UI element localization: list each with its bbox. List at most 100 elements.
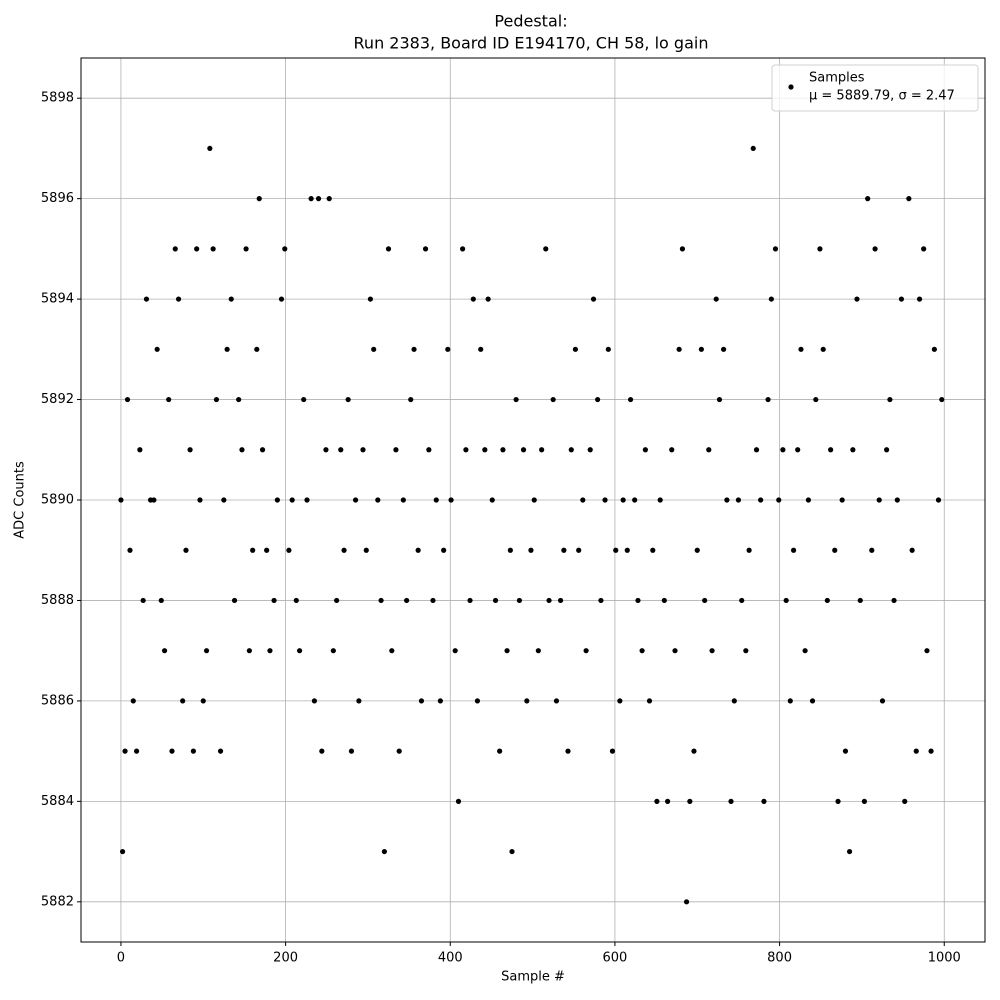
y-tick-label: 5890 [41, 493, 74, 508]
data-point [672, 648, 678, 654]
data-point [396, 748, 402, 754]
data-point [565, 748, 571, 754]
data-point [455, 798, 462, 804]
data-point [133, 748, 140, 754]
data-point [632, 497, 638, 503]
data-point [720, 346, 727, 352]
x-tick-label: 0 [117, 951, 125, 966]
data-point [698, 346, 704, 352]
data-point [583, 648, 589, 654]
data-point [854, 296, 860, 302]
data-point [239, 447, 245, 453]
data-point [531, 497, 537, 503]
data-point [750, 145, 756, 152]
data-point [254, 346, 260, 352]
data-point [543, 246, 549, 252]
data-point [613, 547, 619, 553]
data-point [528, 547, 534, 553]
data-point [580, 497, 586, 503]
data-point [590, 296, 597, 302]
data-point [385, 246, 392, 252]
data-point [865, 196, 871, 202]
data-point [935, 497, 942, 503]
data-point [172, 246, 178, 252]
data-point [916, 296, 923, 302]
data-point [474, 698, 481, 704]
data-point [906, 196, 912, 202]
data-point [158, 597, 164, 604]
data-point [308, 196, 314, 202]
data-point [809, 698, 816, 704]
data-point [550, 396, 556, 403]
data-point [315, 196, 322, 202]
data-point [665, 798, 671, 804]
data-point [338, 447, 344, 453]
data-point [513, 396, 519, 403]
legend-label: Samples [809, 71, 865, 86]
x-tick-label: 400 [438, 951, 463, 966]
data-point [921, 246, 927, 252]
data-point [568, 447, 574, 453]
data-point [776, 497, 782, 503]
data-point [463, 447, 469, 453]
data-point [140, 597, 146, 604]
data-point [928, 748, 934, 754]
data-point [879, 698, 886, 704]
x-tick-label: 1000 [928, 951, 961, 966]
data-point [624, 547, 630, 553]
data-point [813, 396, 819, 403]
data-point [389, 648, 395, 654]
plot-frame [80, 57, 986, 943]
data-point [367, 296, 373, 302]
data-point [561, 547, 567, 553]
legend-stats: μ = 5889.79, σ = 2.47 [809, 89, 955, 104]
data-point [187, 447, 193, 453]
legend-box [771, 64, 979, 112]
data-point [516, 597, 523, 604]
data-point [931, 346, 937, 352]
data-point [250, 547, 256, 553]
data-point [334, 597, 340, 604]
data-point [183, 547, 189, 553]
data-point [839, 497, 845, 503]
data-point [194, 246, 200, 252]
data-point [137, 447, 143, 453]
data-point [197, 497, 203, 503]
data-point [639, 648, 645, 654]
data-point [264, 547, 270, 553]
data-point [869, 547, 875, 553]
y-tick-label: 5886 [41, 693, 74, 708]
data-point [728, 798, 734, 804]
data-point [304, 497, 310, 503]
data-point [661, 597, 667, 604]
data-point [739, 597, 745, 604]
data-point [716, 396, 723, 403]
data-point [151, 497, 157, 503]
data-point [408, 396, 414, 403]
data-point [765, 396, 771, 403]
data-point [356, 698, 362, 704]
data-point [415, 547, 421, 553]
data-point [293, 597, 299, 604]
data-point [887, 396, 893, 403]
data-point [902, 798, 908, 804]
data-point [161, 648, 168, 654]
data-point [326, 196, 332, 202]
data-point [924, 648, 930, 654]
data-point [348, 748, 355, 754]
legend: Samples μ = 5889.79, σ = 2.47 [771, 64, 979, 112]
data-point [154, 346, 160, 352]
data-point [259, 447, 266, 453]
data-point [243, 246, 249, 252]
x-tick-label: 800 [767, 951, 792, 966]
data-point [221, 497, 227, 503]
data-point [271, 597, 277, 604]
data-point [650, 547, 656, 553]
data-point [724, 497, 730, 503]
y-tick-label: 5898 [41, 91, 74, 106]
y-axis-label: ADC Counts [13, 461, 28, 539]
chart-title: Pedestal: [494, 12, 567, 31]
data-point [470, 296, 476, 302]
data-point [485, 296, 491, 302]
legend-marker [788, 84, 794, 90]
